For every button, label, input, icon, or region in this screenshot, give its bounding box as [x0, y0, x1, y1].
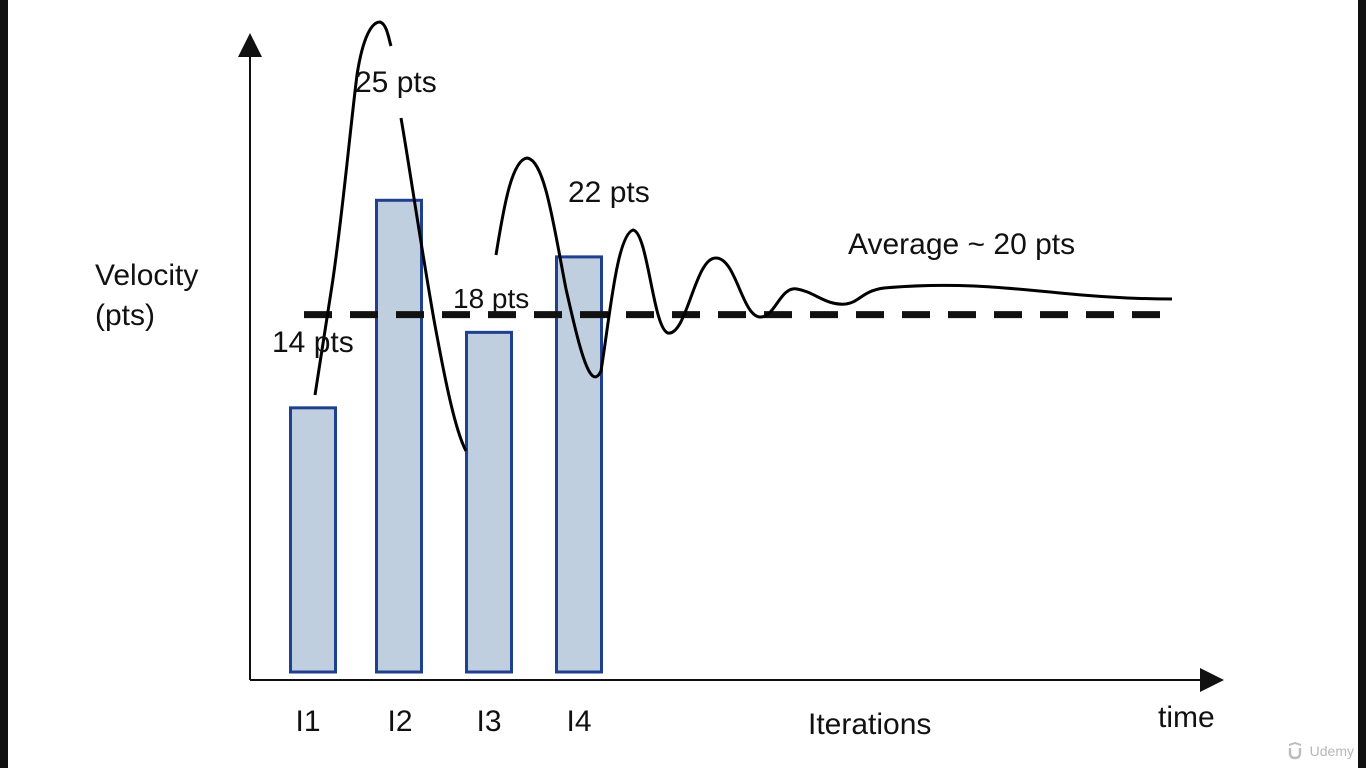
velocity-trend-curve	[313, 20, 1173, 452]
bar-i2	[375, 198, 423, 674]
value-label-i4: 22 pts	[568, 176, 650, 209]
x-axis-title: Iterations	[808, 708, 931, 741]
value-label-i3: 18 pts	[453, 283, 529, 314]
y-axis-title-line-1: Velocity	[95, 259, 199, 292]
average-label: Average ~ 20 pts	[848, 228, 1075, 261]
x-axis-end-label: time	[1158, 701, 1215, 734]
watermark: Udemy	[1286, 742, 1354, 760]
y-axis-title-line-2: (pts)	[95, 299, 155, 332]
udemy-logo-icon	[1288, 742, 1301, 760]
x-tick-label-i3: I3	[476, 705, 501, 738]
x-tick-label-i2: I2	[387, 705, 412, 738]
y-axis-title: Velocity (pts)	[95, 256, 198, 336]
value-label-i1: 14 pts	[272, 326, 354, 359]
bars-layer	[289, 198, 603, 674]
watermark-text: Udemy	[1309, 743, 1354, 759]
x-tick-label-i4: I4	[566, 705, 591, 738]
x-tick-label-i1: I1	[295, 705, 320, 738]
bar-i4	[555, 255, 603, 674]
bar-i1	[289, 406, 337, 674]
labels-layer: I1 14 pts I2 25 pts I3 18 pts I4 22 pts	[272, 66, 650, 738]
bar-i3	[465, 330, 513, 674]
value-label-i2: 25 pts	[355, 66, 437, 99]
